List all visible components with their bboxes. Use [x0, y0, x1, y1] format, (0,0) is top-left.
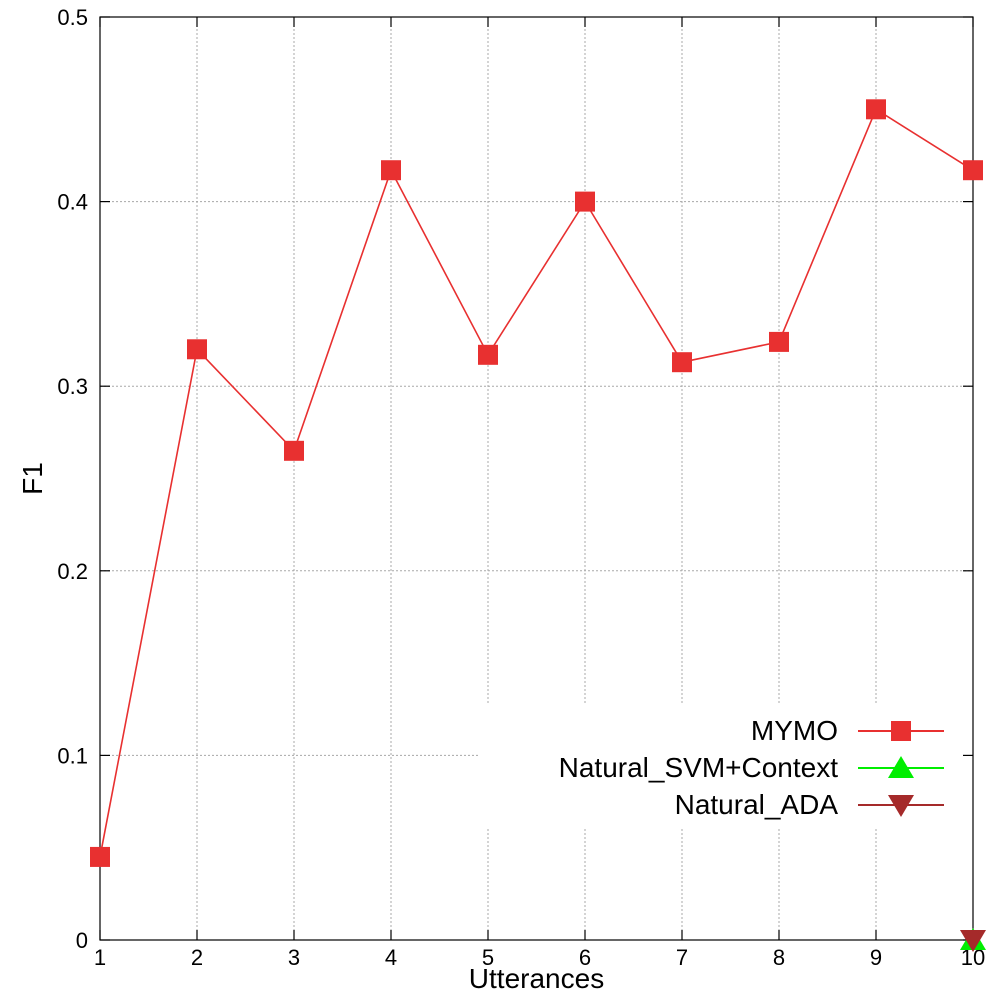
legend-entry-2: Natural_ADA: [675, 789, 944, 820]
data-point-marker: [478, 344, 498, 365]
x-tick-label: 4: [385, 945, 397, 970]
legend-marker: [888, 756, 914, 778]
data-point-marker: [960, 930, 986, 952]
legend-label: Natural_SVM+Context: [559, 752, 839, 783]
y-tick-label: 0.4: [57, 190, 88, 215]
y-axis-title: F1: [17, 462, 48, 495]
x-tick-label: 6: [579, 945, 591, 970]
x-tick-label: 7: [676, 945, 688, 970]
data-point-marker: [866, 99, 886, 120]
x-tick-label: 2: [191, 945, 203, 970]
y-tick-label: 0.5: [57, 5, 88, 30]
data-point-marker: [769, 331, 789, 352]
y-tick-label: 0: [76, 928, 88, 953]
legend-entry-0: MYMO: [751, 715, 944, 746]
x-tick-label: 5: [482, 945, 494, 970]
data-point-marker: [575, 191, 595, 212]
x-tick-label: 3: [288, 945, 300, 970]
data-point-marker: [284, 440, 304, 461]
x-axis-title: Utterances: [469, 963, 604, 994]
x-tick-label: 9: [870, 945, 882, 970]
data-point-marker: [381, 160, 401, 181]
x-tick-label: 8: [773, 945, 785, 970]
data-point-marker: [90, 846, 110, 867]
series-line: [99, 108, 974, 858]
y-tick-label: 0.1: [57, 743, 88, 768]
plot-frame: [99, 16, 974, 941]
data-point-marker: [963, 160, 983, 181]
data-series: [90, 99, 986, 952]
y-tick-label: 0.3: [57, 374, 88, 399]
legend-label: MYMO: [751, 715, 838, 746]
x-tick-label: 1: [94, 945, 106, 970]
legend-marker: [891, 721, 911, 741]
legend-entry-1: Natural_SVM+Context: [559, 752, 944, 783]
data-point-marker: [672, 352, 692, 373]
legend-label: Natural_ADA: [675, 789, 839, 820]
legend-background: [480, 705, 970, 828]
series-2: [960, 930, 986, 952]
legend-marker: [888, 795, 914, 817]
series-0: [90, 99, 983, 867]
y-tick-label: 0.2: [57, 559, 88, 584]
legend: MYMO Natural_SVM+Context Natural_ADA: [559, 715, 944, 820]
data-point-marker: [187, 339, 207, 360]
